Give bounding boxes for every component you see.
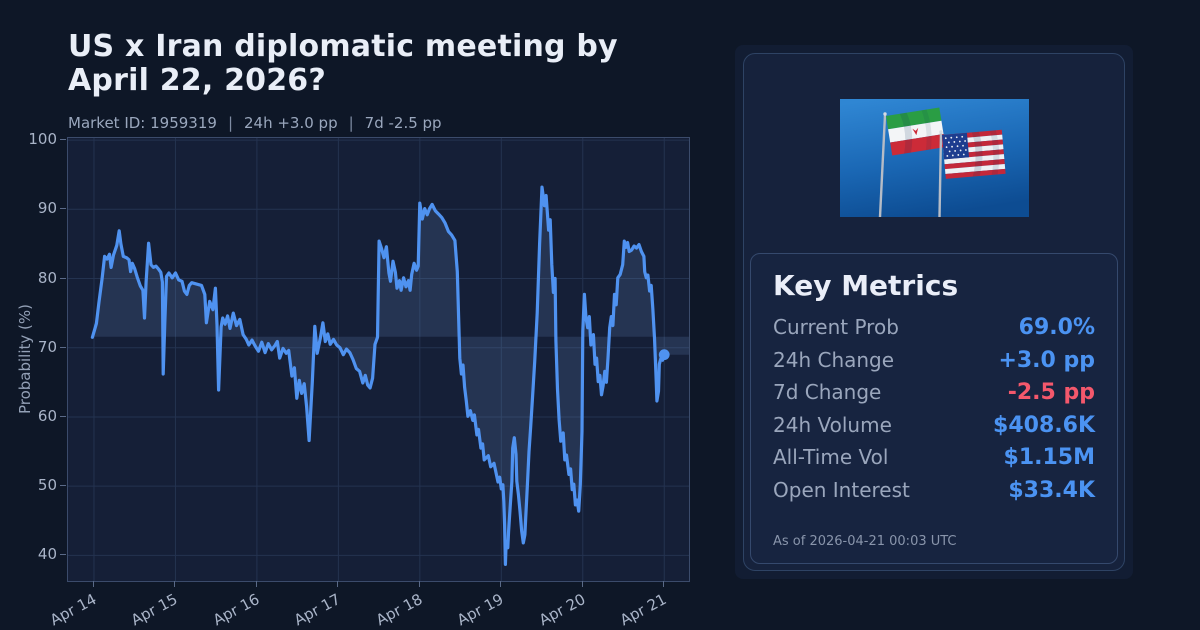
market-id: Market ID: 1959319	[68, 114, 217, 132]
metric-value: $1.15M	[1003, 445, 1095, 470]
y-tick-label: 80	[37, 268, 57, 287]
iran-flag	[886, 107, 946, 156]
x-tick-mark	[663, 581, 665, 587]
metric-row: 24h Change +3.0 pp	[773, 348, 1095, 381]
last-point-marker	[658, 349, 670, 361]
metric-row: All-Time Vol $1.15M	[773, 445, 1095, 478]
y-tick-label: 50	[37, 476, 57, 495]
metric-label: 24h Volume	[773, 412, 892, 437]
y-tick-mark	[60, 554, 66, 556]
x-tick-mark	[581, 581, 583, 587]
x-tick-label: Apr 18	[372, 590, 426, 630]
metric-label: Open Interest	[773, 477, 910, 502]
us-iran-flags-image	[840, 99, 1029, 217]
us-flagpole	[938, 132, 943, 217]
series-line	[90, 185, 666, 566]
y-tick-label: 100	[28, 130, 57, 149]
metric-row: 24h Volume $408.6K	[773, 413, 1095, 446]
metric-value: 69.0%	[1018, 315, 1095, 340]
x-tick-label: Apr 20	[535, 590, 589, 630]
metric-label: All-Time Vol	[773, 445, 889, 469]
separator: |	[227, 114, 233, 132]
us-flag-canton	[942, 132, 970, 160]
y-tick-mark	[60, 485, 66, 487]
x-tick-mark	[500, 581, 502, 587]
y-tick-label: 60	[37, 406, 57, 425]
chart-svg	[68, 138, 689, 581]
x-tick-mark	[418, 581, 420, 587]
metric-value: $33.4K	[1008, 477, 1095, 503]
metric-value: $408.6K	[993, 412, 1095, 438]
x-tick-label: Apr 17	[291, 590, 344, 630]
metric-value: +3.0 pp	[998, 347, 1095, 373]
y-tick-mark	[60, 415, 66, 417]
x-tick-mark	[255, 581, 257, 587]
metric-label: 24h Change	[773, 347, 895, 372]
metric-label: Current Prob	[773, 315, 899, 339]
change-7d: 7d -2.5 pp	[364, 114, 442, 132]
market-meta: Market ID: 1959319 | 24h +3.0 pp | 7d -2.5 p…	[68, 114, 442, 132]
x-tick-mark	[92, 581, 94, 587]
us-flag-stars	[944, 135, 967, 157]
iran-flagpole	[878, 114, 887, 217]
x-tick-label: Apr 21	[617, 590, 670, 630]
metric-row: 7d Change -2.5 pp	[773, 380, 1095, 413]
page-title: US x Iran diplomatic meeting by April 22…	[68, 29, 618, 98]
x-tick-label: Apr 15	[128, 590, 181, 630]
y-tick-mark	[60, 139, 66, 141]
x-tick-label: Apr 19	[454, 590, 507, 630]
metric-row: Current Prob 69.0%	[773, 315, 1095, 348]
y-tick-mark	[60, 346, 66, 348]
x-tick-mark	[174, 581, 176, 587]
x-tick-label: Apr 16	[209, 590, 263, 630]
key-metrics-card: Key Metrics Current Prob 69.0% 24h Chang…	[750, 253, 1118, 564]
us-flag	[942, 129, 1006, 179]
metric-label: 7d Change	[773, 380, 882, 404]
side-panel: Key Metrics Current Prob 69.0% 24h Chang…	[735, 45, 1133, 579]
separator: |	[348, 114, 354, 132]
x-tick-mark	[337, 581, 339, 587]
change-24h: 24h +3.0 pp	[244, 114, 338, 132]
metrics-title: Key Metrics	[773, 269, 959, 302]
y-tick-label: 70	[37, 337, 57, 356]
metric-row: Open Interest $33.4K	[773, 478, 1095, 511]
probability-chart	[67, 137, 690, 582]
y-tick-mark	[60, 277, 66, 279]
y-tick-label: 90	[37, 199, 57, 218]
metric-value: -2.5 pp	[1007, 380, 1095, 405]
info-card: Key Metrics Current Prob 69.0% 24h Chang…	[743, 53, 1125, 571]
y-tick-mark	[60, 208, 66, 210]
y-tick-label: 40	[37, 545, 57, 564]
as-of-timestamp: As of 2026-04-21 00:03 UTC	[773, 534, 957, 549]
x-tick-label: Apr 14	[47, 590, 100, 630]
